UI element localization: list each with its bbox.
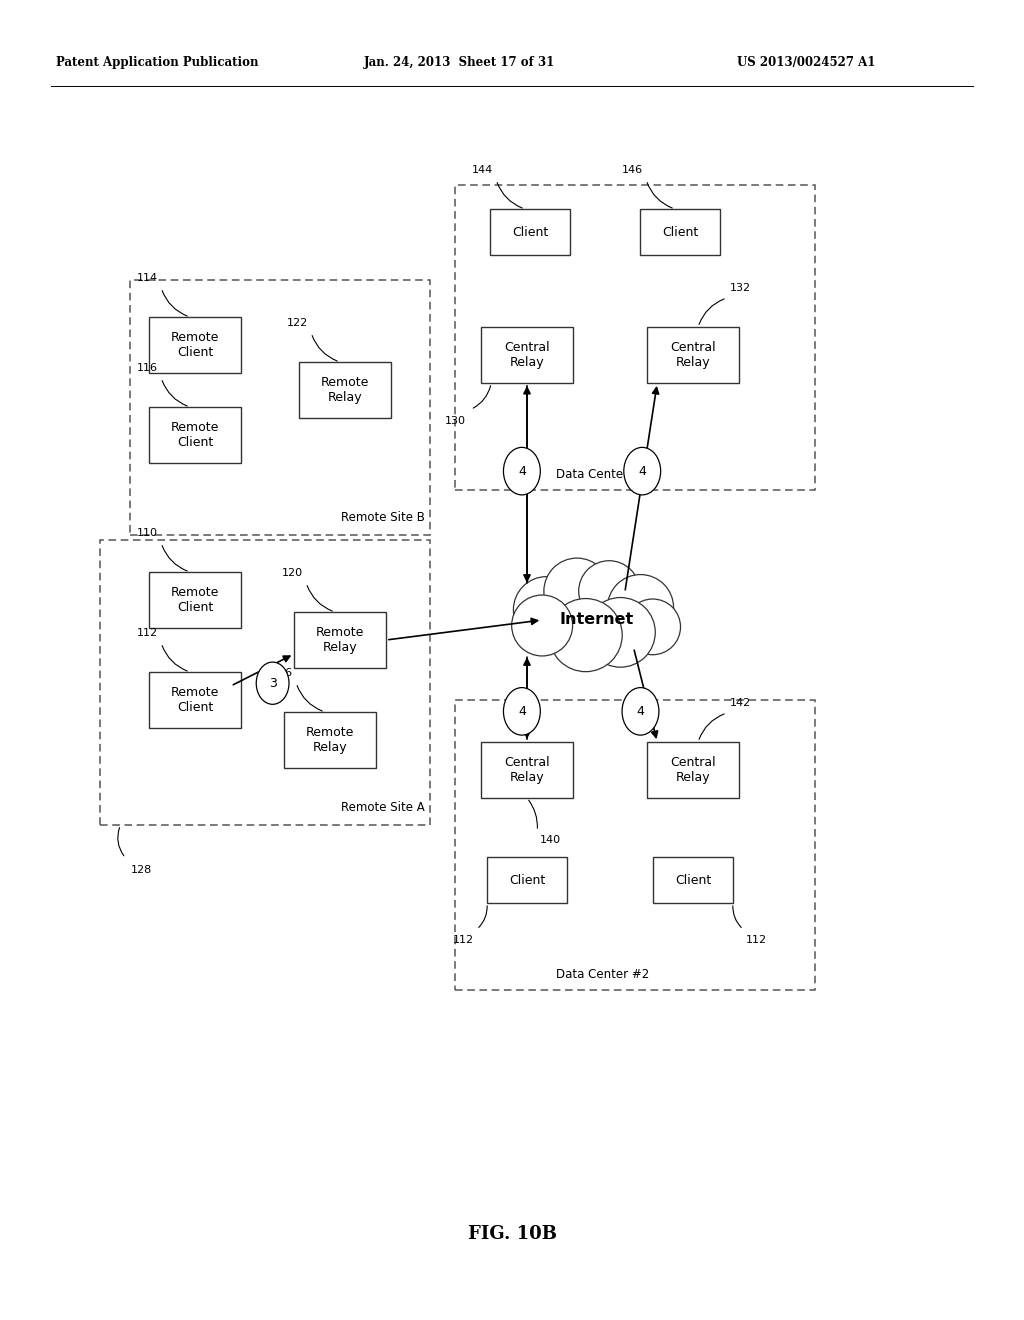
Bar — [455, 185, 815, 490]
Text: Remote
Relay: Remote Relay — [306, 726, 354, 754]
Bar — [299, 362, 391, 418]
Ellipse shape — [512, 595, 572, 656]
Text: US 2013/0024527 A1: US 2013/0024527 A1 — [737, 55, 876, 69]
Text: Remote Site B: Remote Site B — [341, 511, 425, 524]
Text: 4: 4 — [518, 465, 525, 478]
Text: Data Center #2: Data Center #2 — [556, 968, 649, 981]
Text: 116: 116 — [137, 363, 158, 372]
Text: 4: 4 — [637, 705, 644, 718]
Text: Patent Application Publication: Patent Application Publication — [56, 55, 259, 69]
Ellipse shape — [586, 598, 655, 667]
Text: 120: 120 — [282, 568, 303, 578]
Text: Central
Relay: Central Relay — [504, 756, 550, 784]
Bar — [455, 700, 815, 990]
Bar — [294, 612, 386, 668]
Bar — [150, 572, 241, 628]
Text: 112: 112 — [137, 628, 158, 638]
Text: 142: 142 — [730, 698, 752, 708]
Text: Remote
Relay: Remote Relay — [315, 626, 365, 653]
Text: Internet: Internet — [560, 612, 634, 627]
Text: Remote Site A: Remote Site A — [341, 801, 425, 814]
Text: 4: 4 — [638, 465, 646, 478]
Text: FIG. 10B: FIG. 10B — [468, 1225, 556, 1243]
Text: 128: 128 — [131, 865, 152, 875]
Text: Remote
Client: Remote Client — [171, 586, 219, 614]
Text: Central
Relay: Central Relay — [670, 341, 716, 370]
Text: 4: 4 — [518, 705, 525, 718]
Ellipse shape — [513, 577, 580, 643]
Text: 114: 114 — [137, 273, 158, 282]
Text: 140: 140 — [541, 836, 561, 845]
Text: 130: 130 — [444, 416, 466, 426]
Bar — [481, 327, 573, 383]
Text: Data Center #1: Data Center #1 — [556, 467, 649, 480]
Text: 112: 112 — [746, 935, 767, 945]
Text: Client: Client — [509, 874, 545, 887]
Bar — [130, 280, 430, 535]
Text: 126: 126 — [272, 668, 293, 677]
Ellipse shape — [607, 574, 674, 640]
Text: Client: Client — [675, 874, 711, 887]
Ellipse shape — [549, 598, 623, 672]
Bar — [640, 209, 720, 255]
Bar — [481, 742, 573, 799]
Text: Remote
Client: Remote Client — [171, 331, 219, 359]
Bar — [150, 672, 241, 729]
Text: 122: 122 — [287, 318, 308, 327]
Bar — [284, 711, 376, 768]
Ellipse shape — [625, 599, 681, 655]
Text: Remote
Client: Remote Client — [171, 686, 219, 714]
Text: 112: 112 — [453, 935, 474, 945]
Text: Jan. 24, 2013  Sheet 17 of 31: Jan. 24, 2013 Sheet 17 of 31 — [364, 55, 555, 69]
Text: Central
Relay: Central Relay — [504, 341, 550, 370]
Ellipse shape — [544, 558, 610, 624]
Circle shape — [504, 688, 541, 735]
Bar — [487, 857, 567, 903]
Circle shape — [256, 663, 289, 705]
Text: 110: 110 — [137, 528, 158, 537]
Circle shape — [504, 447, 541, 495]
Bar — [647, 742, 739, 799]
Bar — [150, 317, 241, 374]
Bar — [490, 209, 570, 255]
Ellipse shape — [524, 589, 673, 657]
Text: Central
Relay: Central Relay — [670, 756, 716, 784]
Bar — [647, 327, 739, 383]
Bar — [100, 540, 430, 825]
Text: Remote
Relay: Remote Relay — [321, 376, 370, 404]
Text: 144: 144 — [472, 165, 494, 174]
Text: Remote
Client: Remote Client — [171, 421, 219, 449]
Text: Client: Client — [512, 226, 548, 239]
Text: 3: 3 — [268, 677, 276, 689]
Text: 132: 132 — [730, 282, 751, 293]
Ellipse shape — [579, 561, 640, 622]
Circle shape — [624, 447, 660, 495]
Circle shape — [622, 688, 658, 735]
Bar — [150, 407, 241, 463]
Text: Client: Client — [662, 226, 698, 239]
Text: 146: 146 — [622, 165, 643, 174]
Bar — [653, 857, 733, 903]
